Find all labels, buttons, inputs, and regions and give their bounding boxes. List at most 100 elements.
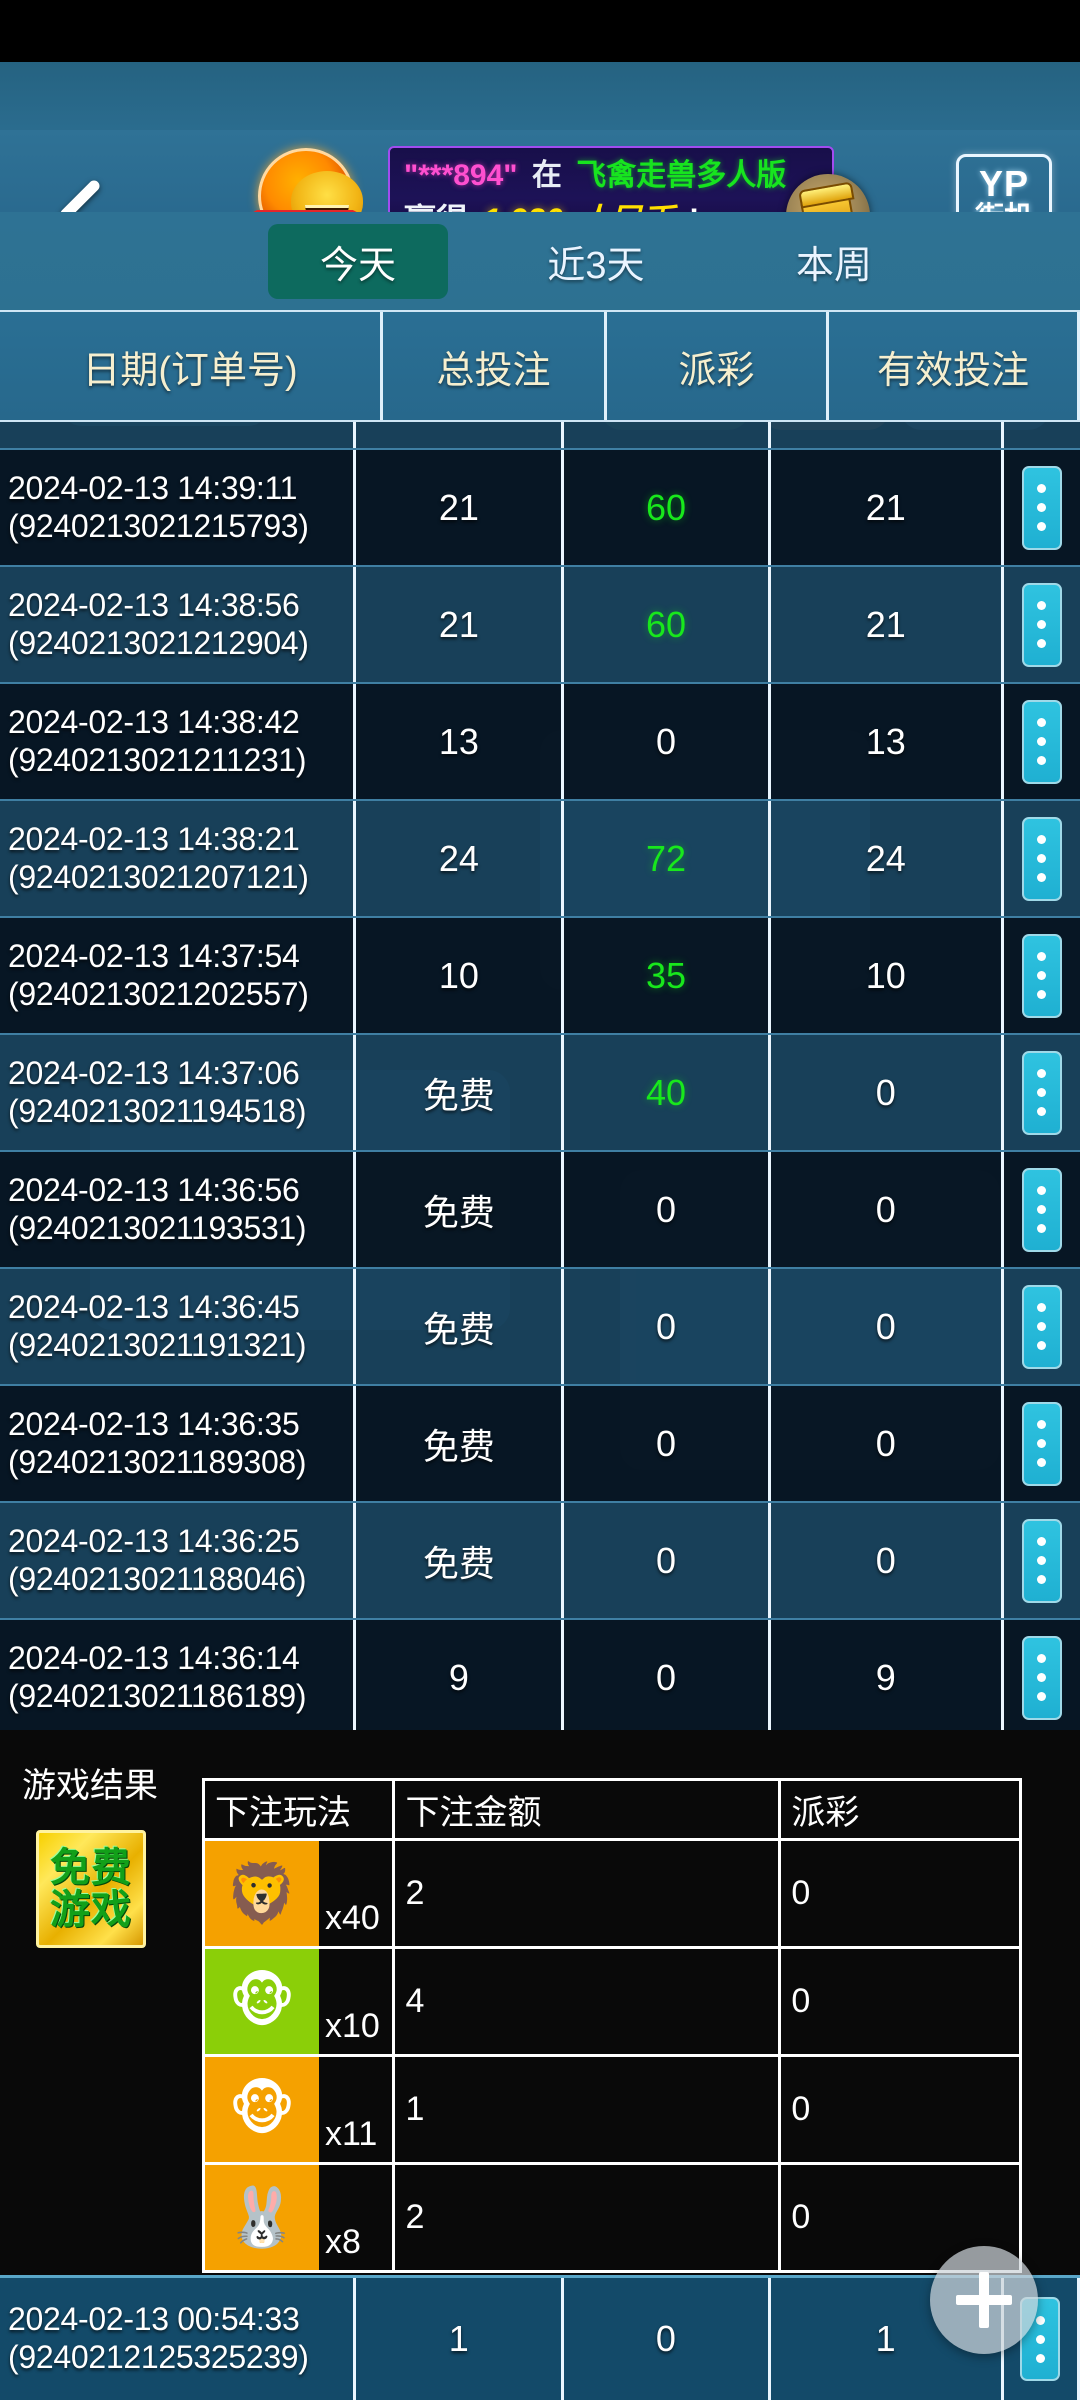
row-total-bet: 21	[356, 450, 565, 565]
row-total-bet: 10	[356, 918, 565, 1033]
row-total-bet: 21	[356, 567, 565, 682]
row-payout: 0	[564, 1269, 771, 1384]
marquee-banner[interactable]: "***894" 在 飞禽走兽多人版 赢得 1,920 人民币 !	[388, 146, 834, 212]
table-row[interactable]: 2024-02-13 14:37:54 (9240213021202557) 10 3…	[0, 918, 1080, 1035]
row-menu-button[interactable]	[1004, 1035, 1080, 1150]
row-order-id: (9240212125325239)	[8, 2339, 309, 2375]
table-row-last[interactable]: 2024-02-13 00:54:33 (9240212125325239) 1…	[0, 2275, 1080, 2400]
logo-line-1: YP	[978, 162, 1030, 204]
column-header-valid-bet: 有效投注	[829, 312, 1080, 420]
row-order-id: (9240213021202557)	[8, 975, 309, 1012]
three-dots-vertical-icon	[1021, 1518, 1062, 1603]
three-dots-vertical-icon	[1021, 582, 1062, 667]
row-payout: 35	[564, 918, 771, 1033]
row-payout: 40	[564, 1035, 771, 1150]
row-menu-button[interactable]	[1004, 684, 1080, 799]
tab-this-week[interactable]: 本周	[795, 244, 872, 287]
tab-last-3-days[interactable]: 近3天	[547, 244, 645, 287]
row-valid-bet: 21	[771, 450, 1004, 565]
three-dots-vertical-icon	[1021, 933, 1062, 1018]
row-payout: 60	[564, 450, 771, 565]
row-date: 2024-02-13 14:38:42	[8, 703, 300, 740]
add-fab-button[interactable]	[930, 2246, 1038, 2354]
detail-payout: 0	[778, 1946, 1022, 2057]
back-button[interactable]	[34, 170, 126, 212]
row-menu-button[interactable]	[1004, 567, 1080, 682]
table-row[interactable]: 2024-02-13 14:36:25 (9240213021188046) 免费 0…	[0, 1503, 1080, 1620]
row-order-id: (9240213021212904)	[8, 624, 309, 661]
row-menu-button[interactable]	[1004, 1152, 1080, 1267]
row-menu-button[interactable]	[1004, 1269, 1080, 1384]
marquee-won-label: 赢得	[404, 202, 468, 212]
three-dots-vertical-icon	[1021, 1284, 1062, 1369]
row-date: 2024-02-13 14:38:56	[8, 586, 300, 623]
row-menu-button[interactable]	[1004, 1620, 1080, 1730]
row-payout: 72	[564, 801, 771, 916]
table-row[interactable]: 2024-02-13 14:36:56 (9240213021193531) 免费 0…	[0, 1152, 1080, 1269]
row-menu-button[interactable]	[1004, 801, 1080, 916]
row-payout: 60	[564, 567, 771, 682]
row-total-bet: 免费	[356, 1152, 565, 1267]
row-menu-button[interactable]	[1004, 1386, 1080, 1501]
detail-bet-amount: 1	[392, 2054, 782, 2165]
table-row[interactable]: 2024-02-13 14:38:42 (9240213021211231) 13 0…	[0, 684, 1080, 801]
detail-bet-amount: 2	[392, 2162, 782, 2273]
table-row[interactable]: 2024-02-13 14:36:35 (9240213021189308) 免费 0…	[0, 1386, 1080, 1503]
chevron-left-icon	[54, 178, 106, 212]
table-body: 2024-02-13 14:39:11 (9240213021215793) 21 6…	[0, 422, 1080, 1730]
row-valid-bet: 24	[771, 801, 1004, 916]
detail-header-row: 下注玩法 下注金额 派彩	[201, 1778, 1022, 1841]
row-order-id: (9240213021207121)	[8, 858, 309, 895]
row-valid-bet: 0	[771, 1035, 1004, 1150]
three-dots-vertical-icon	[1021, 1050, 1062, 1135]
monkey-icon: 🐵	[205, 2057, 319, 2162]
three-dots-vertical-icon	[1021, 1635, 1062, 1720]
detail-multiplier: x10	[325, 2007, 380, 2045]
row-menu-button[interactable]	[1004, 1503, 1080, 1618]
detail-table-row: 🐰 x8 2 0	[201, 2162, 1022, 2273]
table-row[interactable]: 2024-02-13 14:38:56 (9240213021212904) 21 6…	[0, 567, 1080, 684]
row-order-id: (9240213021188046)	[8, 1560, 307, 1597]
marquee-user: "***894"	[404, 159, 518, 192]
bet-history-table[interactable]: 日期(订单号) 总投注 派彩 有效投注 2024-02-13 14:39:11(…	[0, 310, 1080, 1730]
detail-table-body: 🦁 x40 2 0 🐵 x10 4 0 🐵 x11 1 0 🐰 x8 2 0	[201, 1838, 1022, 2273]
table-row[interactable]: 2024-02-13 14:38:21 (9240213021207121) 24 7…	[0, 801, 1080, 918]
free-game-badge-line1: 免费	[50, 1846, 132, 1890]
lion-icon: 🦁	[205, 1841, 319, 1946]
three-dots-vertical-icon	[1021, 699, 1062, 784]
row-date: 2024-02-13 14:36:45	[8, 1288, 300, 1325]
logo-line-2: 街机	[975, 203, 1033, 212]
table-row[interactable]: 2024-02-13 14:36:14 (9240213021186189) 9 0 9	[0, 1620, 1080, 1730]
detail-multiplier: x11	[325, 2115, 378, 2153]
detail-multiplier: x40	[325, 1899, 380, 1937]
marquee-amount: 1,920	[483, 202, 563, 212]
three-dots-vertical-icon	[1021, 1167, 1062, 1252]
game-result-panel: 游戏结果 免费 游戏 下注玩法 下注金额 派彩 🦁 x40 2 0 🐵 x10 4 0 🐵 x11…	[0, 1730, 1080, 2275]
row-payout: 0	[564, 1152, 771, 1267]
bet-detail-table: 下注玩法 下注金额 派彩 🦁 x40 2 0 🐵 x10 4 0 🐵 x11 1 0 🐰 x8 2 0	[201, 1778, 1022, 2273]
free-game-badge-line2: 游戏	[50, 1888, 132, 1932]
app-logo[interactable]: YP 街机	[956, 154, 1052, 212]
row-date: 2024-02-13 00:54:33	[8, 2301, 300, 2338]
table-row[interactable]: 2024-02-13 14:39:11 (9240213021215793) 21 6…	[0, 450, 1080, 567]
row-menu-button[interactable]	[1004, 918, 1080, 1033]
detail-payout: 0	[778, 1838, 1022, 1949]
table-row-partial[interactable]	[0, 422, 1080, 450]
table-row[interactable]: 2024-02-13 14:37:06 (9240213021194518) 免费 4…	[0, 1035, 1080, 1152]
column-header-total-bet: 总投注	[383, 312, 607, 420]
tab-today[interactable]: 今天	[268, 223, 448, 299]
column-header-payout: 派彩	[607, 312, 829, 420]
vip-badge: VIP 5	[240, 148, 370, 212]
table-row[interactable]: 2024-02-13 14:36:45 (9240213021191321) 免费 0…	[0, 1269, 1080, 1386]
detail-col-payout: 派彩	[778, 1778, 1022, 1841]
row-valid-bet: 9	[771, 1620, 1004, 1730]
row-menu-button[interactable]	[1004, 450, 1080, 565]
three-dots-vertical-icon	[1021, 816, 1062, 901]
row-order-id: (9240213021186189)	[8, 1677, 307, 1714]
row-payout: 0	[564, 2278, 771, 2400]
detail-table-row: 🐵 x11 1 0	[201, 2054, 1022, 2165]
period-tabs: 今天 近3天 本周	[0, 212, 1080, 310]
row-valid-bet: 13	[771, 684, 1004, 799]
row-date: 2024-02-13 14:39:11	[8, 469, 298, 506]
